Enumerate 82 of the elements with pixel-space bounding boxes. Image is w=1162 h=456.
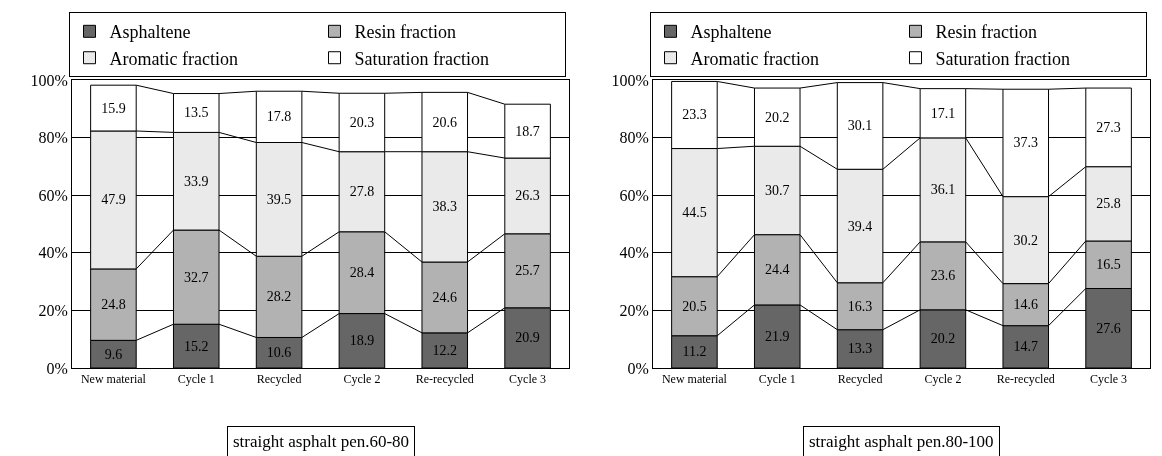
x-tick-label: Cycle 1 bbox=[758, 372, 796, 387]
data-label: 20.2 bbox=[765, 109, 790, 125]
data-label: 16.3 bbox=[847, 298, 873, 314]
data-label: 30.2 bbox=[1013, 232, 1038, 248]
x-tick-label: Cycle 3 bbox=[509, 372, 547, 387]
data-label: 25.7 bbox=[515, 263, 540, 279]
x-tick-label: New material bbox=[661, 372, 728, 387]
data-label: 16.5 bbox=[1096, 257, 1121, 273]
legend-label: Resin fraction bbox=[935, 22, 1037, 43]
y-tick-label: 0% bbox=[46, 359, 68, 377]
data-label: 30.1 bbox=[847, 118, 873, 134]
data-label: 27.6 bbox=[1096, 320, 1121, 336]
data-label: 23.3 bbox=[682, 107, 707, 123]
x-tick-label: Cycle 1 bbox=[177, 372, 215, 387]
y-tick-label: 100% bbox=[611, 71, 649, 89]
data-label: 14.7 bbox=[1013, 339, 1038, 355]
data-label: 37.3 bbox=[1013, 135, 1038, 151]
data-label: 23.6 bbox=[930, 268, 956, 284]
y-tick-label: 20% bbox=[619, 302, 649, 319]
data-label: 15.2 bbox=[184, 338, 209, 354]
data-label: 20.3 bbox=[349, 114, 375, 130]
data-label: 17.8 bbox=[266, 109, 292, 125]
data-label: 13.5 bbox=[184, 105, 209, 121]
y-tick-label: 20% bbox=[38, 302, 68, 319]
data-label: 32.7 bbox=[184, 269, 209, 285]
data-label: 28.4 bbox=[349, 265, 375, 281]
x-tick-label: Re-recycled bbox=[415, 372, 474, 387]
data-label: 10.6 bbox=[266, 345, 292, 361]
y-tick-label: 100% bbox=[30, 71, 68, 89]
data-label: 47.9 bbox=[101, 192, 126, 208]
data-label: 27.3 bbox=[1096, 119, 1121, 135]
legend-label: Saturation fraction bbox=[354, 48, 489, 69]
legend-label: Resin fraction bbox=[354, 22, 456, 43]
data-label: 24.6 bbox=[432, 289, 457, 305]
data-label: 11.2 bbox=[682, 344, 707, 360]
y-tick-label: 40% bbox=[38, 244, 68, 262]
x-tick-label: Cycle 2 bbox=[343, 372, 381, 387]
data-label: 9.6 bbox=[104, 346, 123, 362]
y-tick-label: 80% bbox=[38, 129, 68, 147]
data-label: 39.5 bbox=[266, 191, 292, 207]
text: straight asphalt pen.60-80 bbox=[233, 432, 410, 451]
data-label: 24.4 bbox=[765, 262, 790, 278]
data-label: 18.9 bbox=[349, 333, 375, 349]
data-label: 20.9 bbox=[515, 330, 540, 346]
data-label: 27.8 bbox=[349, 184, 375, 200]
data-label: 12.2 bbox=[432, 342, 457, 358]
x-tick-label: Recycled bbox=[256, 372, 302, 387]
data-label: 20.6 bbox=[432, 114, 457, 130]
x-tick-label: Recycled bbox=[837, 372, 883, 387]
y-tick-label: 60% bbox=[38, 186, 68, 204]
data-label: 25.8 bbox=[1096, 196, 1121, 212]
legend-label: Asphaltene bbox=[109, 22, 191, 43]
data-label: 14.6 bbox=[1013, 297, 1038, 313]
data-label: 28.2 bbox=[266, 289, 292, 305]
data-label: 36.1 bbox=[930, 182, 956, 198]
data-label: 20.2 bbox=[930, 331, 956, 347]
legend-label: Aromatic fraction bbox=[109, 48, 238, 69]
data-label: 30.7 bbox=[765, 182, 790, 198]
data-label: 33.9 bbox=[184, 173, 209, 189]
x-tick-label: Re-recycled bbox=[996, 372, 1055, 387]
y-tick-label: 60% bbox=[619, 186, 649, 204]
x-tick-label: New material bbox=[80, 372, 147, 387]
data-label: 17.1 bbox=[930, 105, 956, 121]
x-tick-label: Cycle 3 bbox=[1090, 372, 1128, 387]
legend-label: Saturation fraction bbox=[935, 48, 1070, 69]
data-label: 20.5 bbox=[682, 298, 707, 314]
data-label: 24.8 bbox=[101, 297, 126, 313]
data-label: 39.4 bbox=[847, 218, 873, 234]
data-label: 38.3 bbox=[432, 199, 457, 215]
data-label: 18.7 bbox=[515, 123, 540, 139]
y-tick-label: 80% bbox=[619, 129, 649, 147]
y-tick-label: 0% bbox=[627, 359, 649, 377]
legend-label: Aromatic fraction bbox=[690, 48, 819, 69]
text: straight asphalt pen.80-100 bbox=[809, 432, 994, 451]
data-label: 44.5 bbox=[682, 205, 707, 221]
data-label: 21.9 bbox=[765, 328, 790, 344]
data-label: 13.3 bbox=[847, 341, 873, 357]
data-label: 15.9 bbox=[101, 100, 126, 116]
legend-label: Asphaltene bbox=[690, 22, 772, 43]
x-tick-label: Cycle 2 bbox=[924, 372, 962, 387]
y-tick-label: 40% bbox=[619, 244, 649, 262]
data-label: 26.3 bbox=[515, 188, 540, 204]
